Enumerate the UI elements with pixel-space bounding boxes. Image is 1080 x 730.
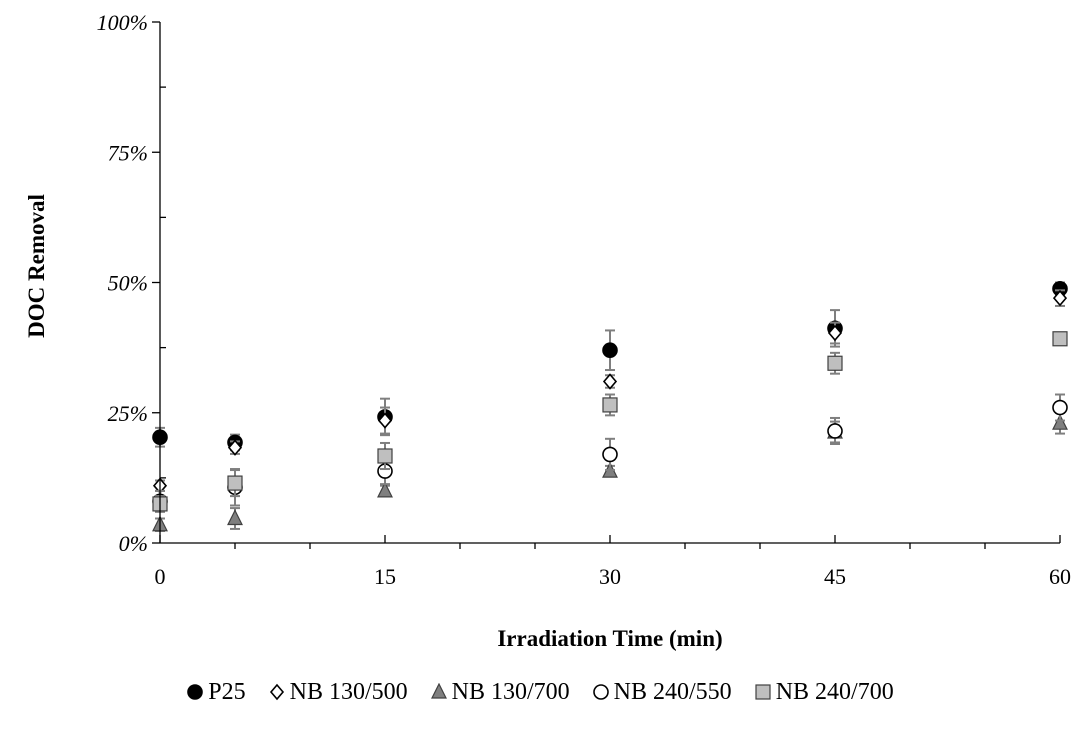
y-tick-label: 25%: [108, 401, 148, 426]
legend-marker: [187, 684, 204, 700]
x-axis-title: Irradiation Time (min): [497, 626, 722, 651]
data-point: [602, 342, 618, 359]
axes: 0% 25% 50% 75% 100% 0 15 30 45 60: [97, 10, 1071, 589]
x-tick-label: 15: [374, 564, 396, 589]
legend-marker-shape: [755, 684, 771, 700]
series-nb-240-700: [152, 331, 1068, 513]
legend-label: NB 240/550: [613, 678, 732, 705]
legend-marker: [755, 684, 771, 700]
data-point: [1052, 331, 1068, 347]
data-point: [377, 448, 393, 464]
data-point: [1052, 413, 1068, 430]
legend-marker-shape: [592, 684, 609, 700]
data-point: [227, 475, 243, 491]
legend-marker: [592, 684, 609, 700]
legend-marker-shape: [269, 683, 284, 701]
data-point: [377, 481, 393, 498]
data-point: [377, 412, 393, 429]
data-point: [602, 397, 618, 413]
data-point: [227, 439, 243, 456]
legend-item-nb-240-550: NB 240/550: [592, 679, 732, 706]
legend-item-nb-130-500: NB 130/500: [268, 679, 408, 706]
legend-marker-shape: [187, 684, 204, 700]
legend-label: NB 130/700: [451, 678, 570, 705]
legend-item-nb-130-700: NB 130/700: [430, 679, 570, 706]
data-point: [602, 373, 618, 390]
legend-marker: [430, 683, 447, 699]
series-nb-130-700: [152, 411, 1068, 533]
legend-label: P25: [208, 678, 246, 705]
y-axis-title: DOC Removal: [24, 194, 49, 338]
legend-label: NB 130/500: [289, 678, 408, 705]
data-point: [827, 324, 843, 342]
x-tick-label: 30: [599, 564, 621, 589]
y-tick-label: 75%: [108, 140, 148, 165]
data-point: [827, 423, 843, 439]
x-tick-label: 45: [824, 564, 846, 589]
chart-canvas: 0% 25% 50% 75% 100% 0 15 30 45 60 Irradiation Tim…: [24, 10, 1071, 651]
series-p25: [152, 280, 1068, 452]
legend-marker: [269, 683, 284, 701]
x-tick-label: 0: [155, 564, 166, 589]
x-tick-label: 60: [1049, 564, 1071, 589]
data-point: [602, 446, 618, 463]
data-point: [827, 355, 843, 371]
legend-item-nb-240-700: NB 240/700: [754, 679, 894, 706]
data-point: [1052, 289, 1068, 307]
series-nb-130-500: [152, 289, 1068, 494]
y-tick-label: 50%: [108, 271, 148, 296]
y-tick-label: 0%: [119, 531, 148, 556]
legend-marker-shape: [430, 683, 447, 699]
legend: P25 NB 130/500 NB 130/700 NB 240/550 NB 240/…: [0, 672, 1080, 712]
plot-area: [152, 280, 1068, 533]
data-point: [227, 509, 243, 526]
data-point: [1052, 399, 1068, 416]
legend-item-p25: P25: [186, 678, 246, 706]
legend-label: NB 240/700: [775, 678, 894, 705]
y-tick-label: 100%: [97, 10, 148, 35]
